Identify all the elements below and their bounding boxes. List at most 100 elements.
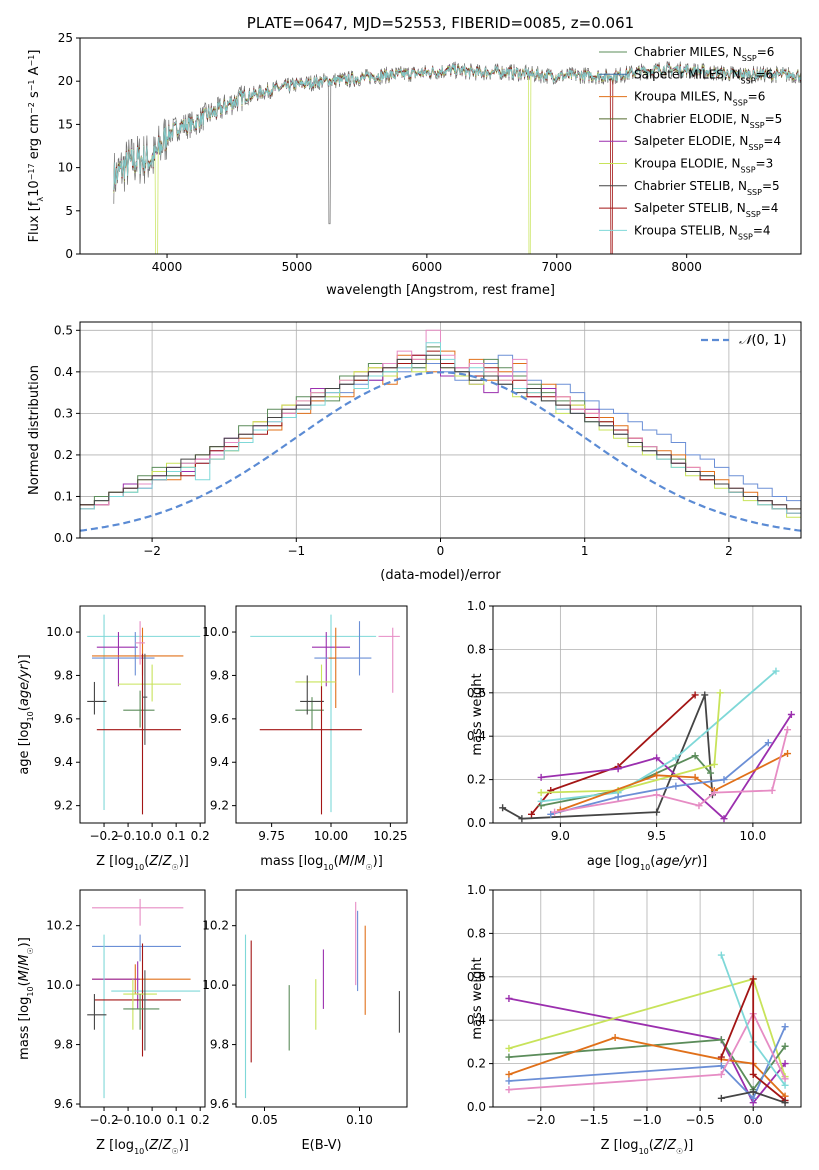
y-tick-label: 0.6 bbox=[467, 970, 486, 984]
x-tick-label: −0.2 bbox=[89, 829, 118, 843]
label-part: 10 bbox=[26, 711, 35, 721]
label-part: mass [log bbox=[17, 997, 32, 1060]
weight-marker bbox=[749, 1070, 757, 1078]
label-part: / bbox=[158, 1138, 163, 1153]
y-axis-label: age [log10(age/yr)] bbox=[17, 654, 35, 774]
axes-frame bbox=[235, 889, 408, 1108]
weight-marker bbox=[551, 808, 559, 816]
label-part: −2 bbox=[27, 102, 36, 114]
label-part: Flux [f bbox=[27, 201, 42, 242]
y-tick-label: 10 bbox=[58, 161, 73, 175]
axes-frame bbox=[79, 605, 206, 824]
weight-marker bbox=[691, 691, 699, 699]
label-part: 10 bbox=[323, 863, 333, 872]
label-part: A bbox=[27, 66, 42, 79]
weight-marker bbox=[547, 810, 555, 818]
weight-marker bbox=[653, 808, 661, 816]
weight-marker bbox=[749, 975, 757, 983]
label-part: )] bbox=[179, 1138, 189, 1153]
label-part: / bbox=[158, 854, 163, 869]
label-part: ( bbox=[144, 854, 149, 869]
histogram-step bbox=[80, 350, 801, 518]
label-part: Z bbox=[162, 854, 173, 869]
x-tick-label: 0.0 bbox=[143, 829, 162, 843]
weight-marker bbox=[614, 765, 622, 773]
weight-marker bbox=[717, 1062, 725, 1070]
y-tick-label: 9.4 bbox=[54, 755, 73, 769]
y-tick-label: 0.0 bbox=[467, 816, 486, 830]
legend-post: =3 bbox=[756, 157, 774, 171]
plot-area bbox=[250, 614, 400, 815]
y-tick-label: 9.8 bbox=[54, 668, 73, 682]
weight-vs-age-panel: 9.0 9.5 10.0 0.0 0.2 0.4 0.6 0.8 1.0 age [log10(a… bbox=[467, 599, 802, 872]
mass-vs-metallicity-panel: −0.2−0.1 0.0 0.1 0.29.69.810.010.2Z [log10(… bbox=[17, 889, 210, 1156]
plot-area bbox=[244, 901, 400, 1099]
x-tick-label: −2 bbox=[143, 544, 161, 558]
x-tick-label: 0.1 bbox=[167, 1113, 186, 1127]
label-part: )] bbox=[697, 854, 707, 869]
legend-post: =5 bbox=[765, 112, 783, 126]
histogram-step bbox=[80, 350, 801, 518]
legend-entry: Chabrier MILES, NSSP=6 bbox=[634, 45, 774, 63]
legend-post: =6 bbox=[748, 90, 766, 104]
weight-marker bbox=[717, 1094, 725, 1102]
weight-line bbox=[508, 1038, 786, 1092]
label-part: )] bbox=[683, 1138, 693, 1153]
weight-line bbox=[530, 694, 696, 815]
histogram-step bbox=[80, 346, 801, 518]
x-tick-label: 8000 bbox=[671, 260, 702, 274]
y-tick-label: 9.6 bbox=[210, 712, 229, 726]
y-tick-label: 0.5 bbox=[54, 323, 73, 337]
label-part: Z bbox=[148, 1138, 159, 1153]
x-tick-label: −0.1 bbox=[114, 829, 143, 843]
y-tick-label: 10.2 bbox=[46, 919, 73, 933]
weight-marker bbox=[781, 1060, 789, 1068]
y-tick-label: 5 bbox=[65, 204, 73, 218]
label-part: / bbox=[663, 1138, 668, 1153]
y-tick-label: 0.3 bbox=[54, 406, 73, 420]
label-part: Z bbox=[148, 854, 159, 869]
y-tick-label: 0.4 bbox=[467, 729, 486, 743]
label-part: ☉ bbox=[172, 863, 179, 872]
y-tick-label: 9.8 bbox=[210, 668, 229, 682]
weight-marker bbox=[716, 689, 724, 697]
legend-sub: SSP bbox=[733, 98, 748, 107]
weight-marker bbox=[749, 1094, 757, 1102]
x-tick-label: 0.05 bbox=[251, 1113, 278, 1127]
y-tick-label: 0.4 bbox=[54, 365, 73, 379]
label-part: M bbox=[354, 854, 365, 869]
weight-marker bbox=[781, 1081, 789, 1089]
weight-line bbox=[540, 670, 777, 803]
label-part: Z bbox=[653, 1138, 664, 1153]
y-tick-label: 9.8 bbox=[210, 1038, 229, 1052]
legend-entry: Salpeter STELIB, NSSP=4 bbox=[634, 201, 778, 219]
weight-marker bbox=[505, 1044, 513, 1052]
y-tick-label: 9.6 bbox=[54, 712, 73, 726]
weight-marker bbox=[781, 1023, 789, 1031]
legend-text: Salpeter STELIB, N bbox=[634, 201, 746, 215]
label-part: ( bbox=[650, 854, 655, 869]
label-part: 10 bbox=[134, 863, 144, 872]
label-part: )] bbox=[17, 937, 32, 947]
weight-marker bbox=[717, 951, 725, 959]
legend-sub: SSP bbox=[750, 120, 765, 129]
y-tick-label: 10.0 bbox=[46, 625, 73, 639]
legend-entry: Kroupa MILES, NSSP=6 bbox=[634, 90, 765, 108]
weight-marker bbox=[695, 802, 703, 810]
y-axis-label: mass weight bbox=[470, 957, 485, 1039]
x-tick-label: 10.25 bbox=[373, 829, 407, 843]
weight-marker bbox=[653, 754, 661, 762]
x-tick-label: −0.5 bbox=[686, 1113, 715, 1127]
y-tick-label: 0.1 bbox=[54, 489, 73, 503]
label-part: age/yr bbox=[655, 854, 698, 869]
x-tick-label: −1.5 bbox=[579, 1113, 608, 1127]
x-tick-label: 0.2 bbox=[191, 829, 210, 843]
legend-text: Salpeter MILES, N bbox=[634, 67, 741, 81]
chart-title: PLATE=0647, MJD=52553, FIBERID=0085, z=0… bbox=[247, 14, 634, 32]
label-part: ☉ bbox=[365, 863, 372, 872]
label-part: ( bbox=[17, 706, 32, 711]
plot-area bbox=[505, 951, 789, 1107]
weight-marker bbox=[672, 754, 680, 762]
label-part: Z bbox=[666, 1138, 677, 1153]
spectrum-panel: 4000 5000 6000 7000 8000 0 5 10 15 20 25 PLATE=0647… bbox=[27, 14, 802, 298]
